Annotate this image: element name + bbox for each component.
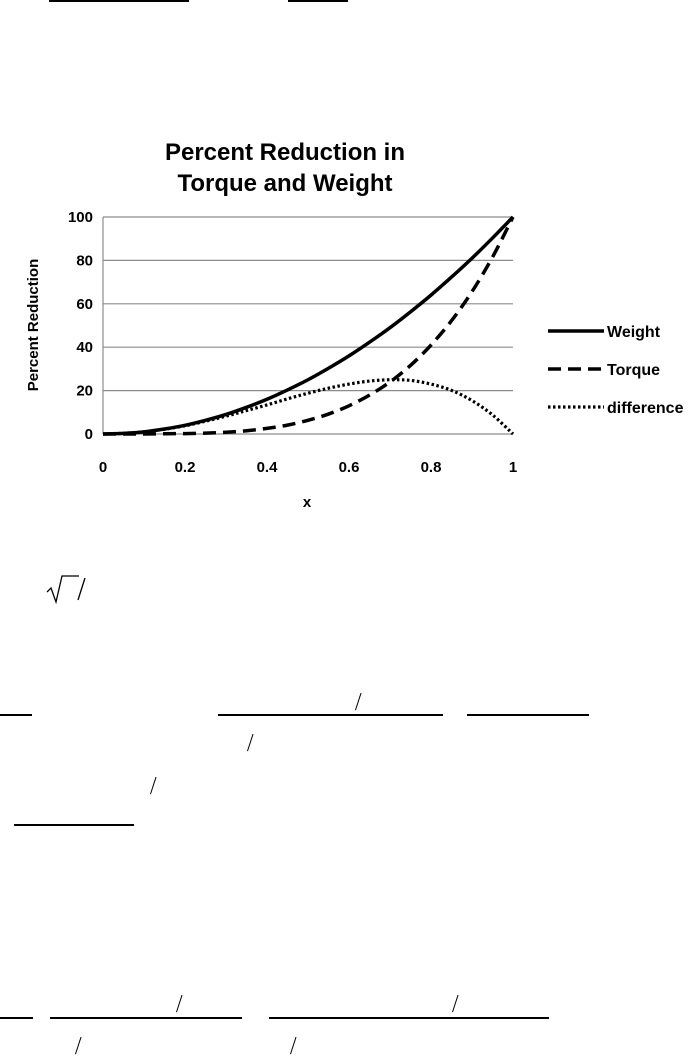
chart: Percent Reduction in Torque and Weight 0… bbox=[25, 139, 684, 511]
legend: Weight Torque difference bbox=[548, 324, 684, 417]
slash-fragment bbox=[75, 1036, 82, 1055]
y-tick-label: 20 bbox=[76, 383, 93, 400]
legend-label-weight: Weight bbox=[607, 324, 661, 341]
series-line-weight bbox=[102, 215, 515, 436]
x-axis-title: x bbox=[303, 494, 312, 511]
slash-fragment bbox=[452, 994, 459, 1013]
y-axis-title: Percent Reduction bbox=[25, 259, 42, 392]
x-tick-label: 0.6 bbox=[339, 459, 360, 476]
sqrt-fragment bbox=[46, 575, 86, 605]
slash-fragment bbox=[150, 776, 157, 795]
x-tick-label: 0 bbox=[99, 459, 107, 476]
tick-labels: 0 20 40 60 80 100 0 0.2 0.4 0.6 0.8 1 bbox=[68, 209, 517, 476]
slash-fragment bbox=[247, 733, 254, 752]
y-tick-label: 60 bbox=[76, 296, 93, 313]
y-tick-label: 0 bbox=[85, 426, 93, 443]
x-tick-label: 0.2 bbox=[175, 459, 196, 476]
chart-title: Percent Reduction in Torque and Weight bbox=[165, 139, 405, 197]
slash-fragment bbox=[355, 692, 362, 711]
series-line-difference bbox=[102, 378, 515, 436]
fraction-bar bbox=[50, 1017, 242, 1019]
series-line-torque bbox=[103, 216, 515, 436]
fraction-bar bbox=[467, 714, 589, 716]
series-lines bbox=[102, 215, 515, 436]
chart-title-line-2: Torque and Weight bbox=[177, 170, 392, 197]
legend-label-difference: difference bbox=[607, 400, 684, 417]
gridlines bbox=[103, 216, 513, 392]
x-tick-label: 0.4 bbox=[257, 459, 279, 476]
y-tick-label: 80 bbox=[76, 252, 93, 269]
legend-label-torque: Torque bbox=[607, 362, 660, 379]
fraction-bar bbox=[0, 714, 32, 716]
x-tick-label: 0.8 bbox=[421, 459, 442, 476]
slash-fragment bbox=[176, 994, 183, 1013]
fraction-bar bbox=[269, 1017, 549, 1019]
axes bbox=[102, 217, 513, 435]
equation-fragment-line bbox=[49, 0, 189, 2]
chart-title-line-1: Percent Reduction in bbox=[165, 139, 405, 166]
equation-fragment-line bbox=[288, 0, 348, 2]
fraction-bar bbox=[0, 1017, 33, 1019]
y-tick-label: 100 bbox=[68, 209, 93, 226]
y-tick-label: 40 bbox=[76, 339, 93, 356]
slash-fragment bbox=[290, 1036, 297, 1055]
fraction-bar bbox=[14, 824, 134, 826]
x-tick-label: 1 bbox=[509, 459, 517, 476]
fraction-bar bbox=[218, 714, 443, 716]
